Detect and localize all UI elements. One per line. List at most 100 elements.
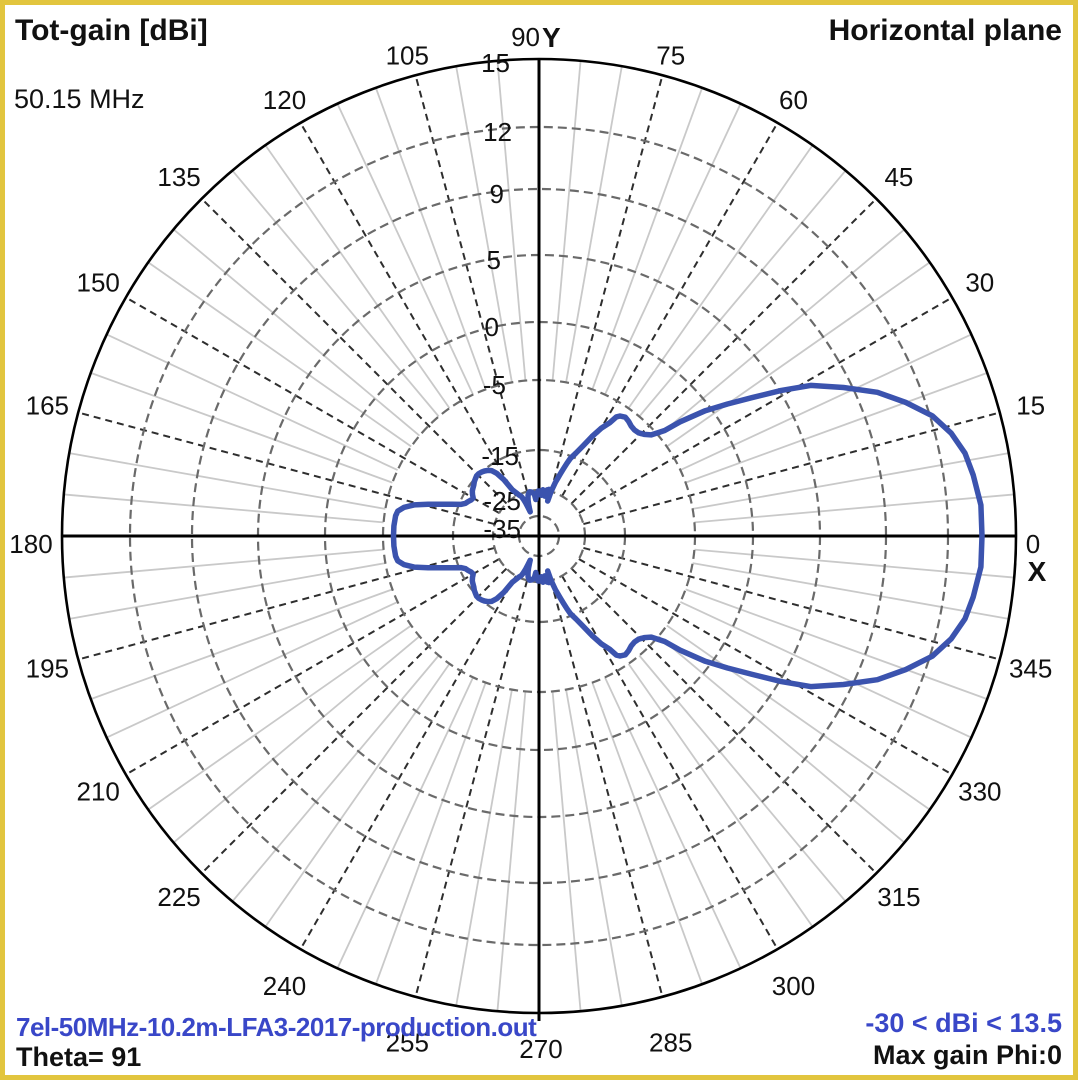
minor-spoke [173, 228, 421, 437]
scale-range-label: -30 < dBi < 13.5 [865, 1008, 1062, 1038]
minor-spoke [147, 261, 412, 448]
angle-label-150: 150 [76, 268, 119, 298]
angle-label-180: 180 [9, 529, 52, 559]
minor-spoke [106, 333, 398, 471]
minor-spoke [666, 261, 931, 448]
angle-label-60: 60 [779, 85, 808, 115]
minor-spoke [638, 170, 847, 418]
scale-label: 12 [483, 117, 512, 147]
minor-spoke [551, 60, 582, 381]
major-spoke [583, 411, 1001, 526]
angle-label-165: 165 [26, 390, 69, 420]
minor-spoke [496, 691, 527, 1012]
plot-title: Tot-gain [dBi] [15, 14, 208, 47]
minor-spoke [455, 66, 513, 383]
angle-label-240: 240 [263, 971, 306, 1001]
angle-label-90: 90 [511, 22, 540, 52]
angle-label-30: 30 [965, 268, 994, 298]
angle-label-330: 330 [958, 777, 1001, 807]
minor-spoke [63, 548, 384, 579]
minor-spoke [264, 144, 451, 409]
minor-spoke [455, 689, 513, 1006]
x-axis-letter: X [1028, 556, 1047, 587]
plane-label: Horizontal plane [828, 14, 1062, 47]
scale-label: 9 [490, 179, 504, 209]
output-filename: 7el-50MHz-10.2m-LFA3-2017-production.out [16, 1012, 537, 1042]
minor-spoke [90, 372, 393, 484]
major-spoke [77, 546, 495, 661]
angle-label-0: 0 [1026, 529, 1040, 559]
scale-label: -15 [481, 441, 519, 471]
minor-spoke [680, 601, 972, 739]
max-gain-label: Max gain Phi:0 [872, 1040, 1062, 1070]
minor-spoke [604, 677, 742, 969]
angle-label-315: 315 [877, 882, 920, 912]
major-spoke [549, 74, 664, 492]
radiation-pattern-curve [390, 382, 985, 690]
minor-spoke [375, 682, 487, 985]
minor-spoke [591, 682, 703, 985]
scale-label: 5 [487, 245, 501, 275]
angle-label-135: 135 [157, 162, 200, 192]
minor-spoke [657, 228, 905, 437]
minor-spoke [604, 103, 742, 395]
minor-spoke [69, 562, 386, 620]
minor-spoke [147, 624, 412, 811]
minor-spoke [685, 372, 988, 484]
scale-label: 15 [481, 48, 510, 78]
minor-spoke [69, 452, 386, 510]
axes [62, 59, 1016, 1021]
major-spoke [583, 546, 1001, 661]
minor-spoke [692, 452, 1009, 510]
minor-spoke [375, 87, 487, 390]
minor-spoke [264, 663, 451, 928]
angle-label-270: 270 [519, 1034, 562, 1064]
minor-spoke [565, 66, 623, 383]
minor-spoke [565, 689, 623, 1006]
scale-label: -35 [483, 514, 521, 544]
minor-spoke [638, 654, 847, 902]
minor-spoke [63, 493, 384, 524]
angle-label-300: 300 [772, 971, 815, 1001]
frequency-label: 50.15 MHz [14, 84, 145, 114]
angle-label-15: 15 [1016, 390, 1045, 420]
major-spoke [414, 580, 529, 998]
angle-label-255: 255 [386, 1028, 429, 1058]
minor-spoke [692, 562, 1009, 620]
angle-label-120: 120 [263, 85, 306, 115]
minor-spokes [63, 60, 1015, 1012]
minor-spoke [685, 588, 988, 700]
minor-spoke [551, 691, 582, 1012]
major-spoke [77, 411, 495, 526]
theta-label: Theta= 91 [16, 1042, 142, 1072]
minor-spoke [90, 588, 393, 700]
angle-label-45: 45 [884, 162, 913, 192]
scale-label: -5 [483, 370, 506, 400]
minor-spoke [694, 493, 1015, 524]
minor-spoke [591, 87, 703, 390]
minor-spoke [231, 654, 440, 902]
angle-label-105: 105 [386, 40, 429, 70]
angle-label-75: 75 [656, 40, 685, 70]
angle-label-195: 195 [26, 654, 69, 684]
angle-label-225: 225 [157, 882, 200, 912]
minor-spoke [627, 663, 814, 928]
minor-spoke [666, 624, 931, 811]
minor-spoke [336, 677, 474, 969]
scale-label: 0 [485, 312, 499, 342]
angle-label-345: 345 [1009, 654, 1052, 684]
minor-spoke [627, 144, 814, 409]
minor-spoke [657, 635, 905, 844]
minor-spoke [680, 333, 972, 471]
minor-spoke [106, 601, 398, 739]
major-spoke [549, 580, 664, 998]
minor-spoke [336, 103, 474, 395]
angle-label-210: 210 [76, 777, 119, 807]
angle-label-285: 285 [649, 1028, 692, 1058]
minor-spoke [231, 170, 440, 418]
minor-spoke [496, 60, 527, 381]
